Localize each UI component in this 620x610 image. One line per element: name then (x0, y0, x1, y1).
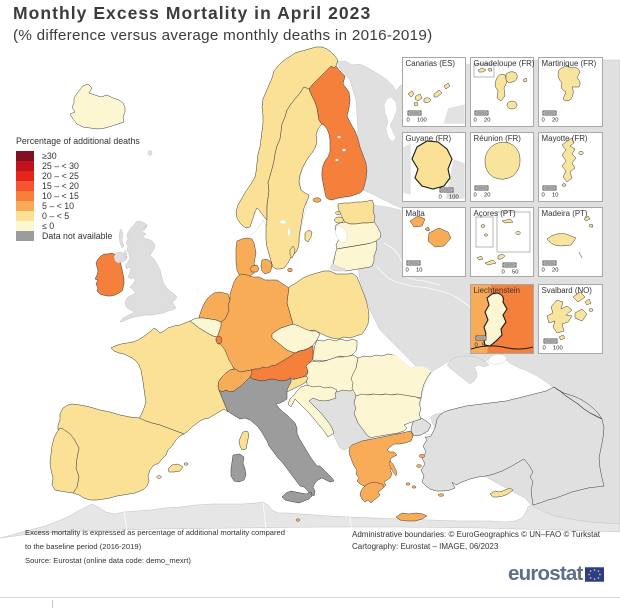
svg-text:5: 5 (482, 343, 485, 349)
svg-text:100: 100 (553, 346, 563, 352)
svg-text:10: 10 (552, 193, 558, 199)
svg-text:0: 0 (474, 118, 477, 124)
svg-text:0: 0 (542, 193, 545, 199)
svg-text:10: 10 (416, 268, 422, 274)
svg-text:50: 50 (512, 270, 518, 276)
svg-text:0: 0 (543, 346, 546, 352)
svg-text:0: 0 (542, 268, 545, 274)
svg-text:0: 0 (502, 270, 505, 276)
svg-text:0: 0 (406, 268, 409, 274)
svg-text:100: 100 (449, 195, 459, 201)
svg-text:0: 0 (475, 343, 478, 349)
svg-text:20: 20 (484, 193, 490, 199)
svg-text:0: 0 (407, 118, 410, 124)
svg-text:100: 100 (417, 118, 427, 124)
svg-text:0: 0 (474, 193, 477, 199)
svg-text:20: 20 (552, 118, 558, 124)
svg-text:20: 20 (552, 268, 558, 274)
svg-text:20: 20 (484, 118, 490, 124)
svg-text:0: 0 (542, 118, 545, 124)
svg-text:0: 0 (439, 195, 442, 201)
